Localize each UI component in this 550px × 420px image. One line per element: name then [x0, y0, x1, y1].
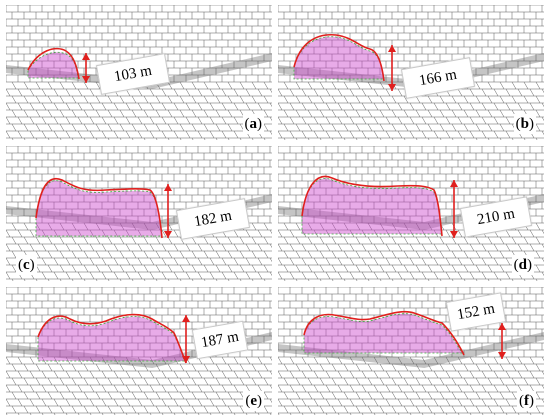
panel-letter-text: c [23, 257, 30, 273]
failure-zone [35, 177, 172, 239]
particle-region [37, 316, 185, 362]
arrow-head [182, 315, 190, 322]
panel-letter: (c) [16, 255, 37, 275]
failure-boundary-curve [35, 177, 163, 239]
arrow-head [498, 323, 506, 330]
arrow-head [388, 84, 396, 91]
mesh-grid [278, 146, 544, 281]
failure-boundary-curve [37, 313, 187, 364]
mesh-grid [6, 5, 272, 140]
failure-boundary-curve [27, 47, 80, 80]
failure-zone [293, 34, 396, 91]
panel-letter-text: d [518, 257, 527, 273]
particle-region [293, 36, 385, 80]
arrow-head [450, 180, 458, 187]
panel-b: 166 m (b) [278, 5, 544, 140]
panel-letter-text: a [249, 116, 258, 132]
failure-boundary-curve [301, 175, 443, 237]
arrow-head [82, 53, 90, 60]
panel-letter: (e) [243, 391, 264, 411]
arrow-head [82, 76, 90, 83]
mesh-grid [6, 146, 272, 281]
panel-letter-text: f [524, 393, 529, 409]
failure-zone [303, 310, 506, 359]
failure-boundary-curve [303, 310, 465, 356]
arrow-head [164, 184, 172, 191]
panel-letter: (d) [511, 255, 534, 275]
arrow-head [182, 356, 190, 363]
failure-zone [27, 47, 90, 83]
panel-d: 210 m (d) [278, 146, 544, 281]
panel-c: 182 m (c) [6, 146, 272, 281]
arrow-head [450, 231, 458, 238]
failure-boundary-curve [293, 34, 385, 82]
failure-zone [301, 175, 458, 238]
panel-f: 152 m (f) [278, 287, 544, 415]
panel-e: 187 m (e) [6, 287, 272, 415]
panel-a: 103 m (a) [6, 5, 272, 140]
panel-letter: (a) [242, 114, 264, 134]
panel-letter: (b) [513, 114, 536, 134]
arrow-head [498, 352, 506, 359]
failure-zone [37, 313, 190, 364]
arrow-head [388, 45, 396, 52]
panel-letter-text: e [250, 393, 257, 409]
arrow-head [164, 231, 172, 238]
panel-letter: (f) [517, 391, 536, 411]
particle-region [303, 313, 463, 354]
panel-letter-text: b [520, 116, 529, 132]
